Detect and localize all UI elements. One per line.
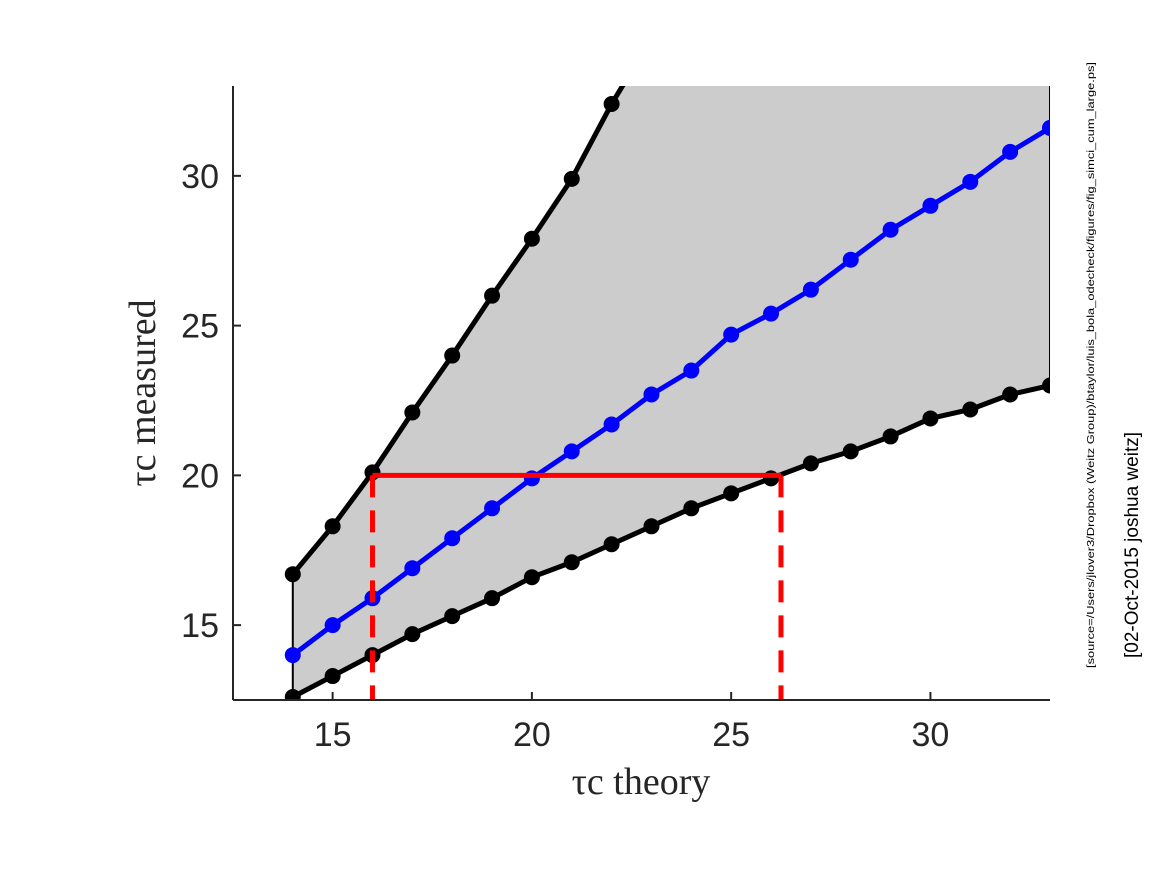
lower-bound-point (962, 401, 979, 418)
mean-point (683, 362, 700, 379)
plot-area (284, 30, 1050, 700)
upper-bound-point (603, 95, 620, 112)
mean-point (882, 221, 899, 238)
lower-bound-point (484, 590, 501, 607)
mean-point (962, 173, 979, 190)
upper-bound-point (643, 30, 659, 46)
mean-point (643, 386, 660, 403)
mean-point (523, 470, 540, 487)
annotation-layer (369, 472, 784, 700)
mean-point (1042, 119, 1050, 136)
lower-bound-point (842, 443, 859, 460)
mean-point (802, 281, 819, 298)
lower-bound-point (324, 668, 341, 685)
source-path-note: [source=/Users/jlover3/Dropbox (Weitz Gr… (1085, 62, 1097, 668)
lower-bound-point (444, 608, 461, 625)
lower-bound-point (1042, 377, 1050, 394)
x-tick-label: 25 (712, 716, 750, 754)
lower-bound-point (284, 689, 301, 700)
upper-bound-point (563, 170, 580, 187)
y-tick-label: 25 (181, 308, 219, 346)
lower-bound-point (763, 470, 780, 487)
mean-point (324, 617, 341, 634)
y-tick-label: 15 (181, 607, 219, 645)
upper-bound-point (444, 347, 461, 364)
mean-point (763, 305, 780, 322)
lower-bound-point (1002, 386, 1019, 403)
mean-point (922, 197, 939, 214)
lower-bound-point (882, 428, 899, 445)
axes: 15 20 25 30 15 20 25 30 (181, 86, 1050, 754)
upper-bound-point (284, 566, 301, 583)
upper-bound-line (290, 86, 626, 576)
upper-bound-point (404, 404, 421, 421)
confidence-band (292, 86, 1050, 698)
lower-bound-series (284, 377, 1050, 700)
x-axis-label: τc theory (572, 761, 711, 803)
x-tick-label: 30 (912, 716, 950, 754)
y-axis-label: τc measured (122, 299, 164, 486)
lower-bound-point (563, 554, 580, 571)
upper-bound-series (284, 30, 659, 583)
y-tick-label: 30 (181, 158, 219, 196)
mean-point (842, 251, 859, 268)
lower-bound-point (723, 485, 740, 502)
upper-bound-point (523, 230, 540, 247)
lower-bound-point (643, 518, 660, 535)
mean-point (284, 647, 301, 664)
mean-point (563, 443, 580, 460)
lower-bound-point (683, 500, 700, 517)
date-author-stamp: [02-Oct-2015 joshua weitz] (1122, 432, 1143, 658)
lower-bound-point (922, 410, 939, 427)
upper-bound-point (324, 518, 341, 535)
lower-bound-point (802, 455, 819, 472)
mean-point (444, 530, 461, 547)
x-ticks: 15 20 25 30 (314, 692, 950, 754)
lower-bound-point (404, 626, 421, 643)
y-tick-label: 20 (181, 457, 219, 495)
mean-point (484, 500, 501, 517)
x-tick-label: 20 (513, 716, 551, 754)
mean-point (723, 326, 740, 343)
y-ticks: 15 20 25 30 (181, 158, 241, 645)
series-layer (284, 30, 1050, 700)
mean-point (603, 416, 620, 433)
mean-point (1002, 143, 1019, 160)
lower-bound-point (603, 536, 620, 553)
mean-point (404, 560, 421, 577)
x-tick-label: 15 (314, 716, 352, 754)
lower-bound-point (523, 569, 540, 586)
upper-bound-point (484, 287, 501, 304)
